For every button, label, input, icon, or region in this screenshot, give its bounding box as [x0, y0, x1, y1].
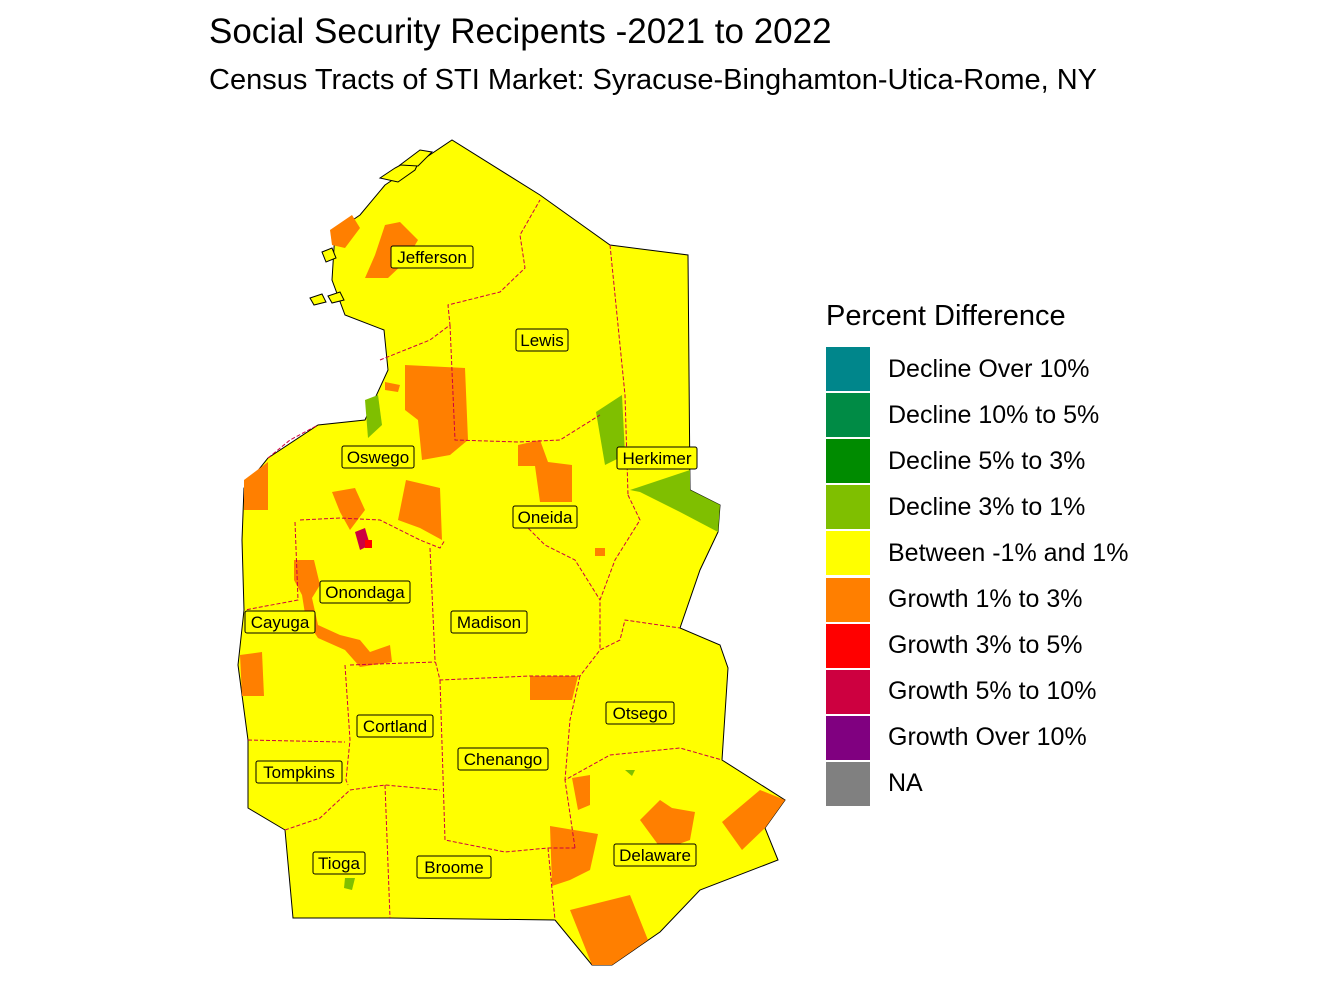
county-label-cayuga: Cayuga	[244, 610, 316, 634]
svg-text:Cayuga: Cayuga	[251, 613, 310, 632]
legend-swatch	[826, 439, 870, 484]
legend-label: Growth 3% to 5%	[888, 631, 1083, 660]
county-label-chenango: Chenango	[457, 747, 549, 771]
legend-item: Growth 1% to 3%	[826, 576, 1128, 622]
svg-text:Delaware: Delaware	[619, 846, 691, 865]
county-label-otsego: Otsego	[605, 701, 675, 725]
legend-label: Decline Over 10%	[888, 354, 1090, 383]
legend-label: Decline 5% to 3%	[888, 446, 1086, 475]
county-label-onondaga: Onondaga	[319, 580, 411, 604]
islands	[309, 149, 434, 306]
legend-swatch	[826, 761, 870, 806]
legend-swatch	[826, 715, 870, 760]
legend-item: Decline Over 10%	[826, 346, 1128, 392]
legend-item: Decline 10% to 5%	[826, 392, 1128, 438]
county-label-delaware: Delaware	[613, 843, 697, 867]
county-boundaries	[244, 199, 723, 921]
legend-title: Percent Difference	[826, 300, 1066, 332]
county-label-broome: Broome	[416, 855, 492, 879]
legend-swatch	[826, 485, 870, 530]
growth-1-3-tracts	[240, 215, 785, 965]
legend-swatch	[826, 577, 870, 622]
legend-item: Growth 5% to 10%	[826, 669, 1128, 715]
county-label-madison: Madison	[450, 610, 528, 634]
map-title: Social Security Recipents -2021 to 2022	[209, 12, 832, 51]
legend-swatch	[826, 669, 870, 714]
county-label-tompkins: Tompkins	[255, 760, 343, 784]
county-label-lewis: Lewis	[515, 328, 569, 352]
growth-3-10-tracts	[355, 528, 372, 550]
legend-label: NA	[888, 769, 923, 798]
county-label-oswego: Oswego	[341, 445, 415, 469]
county-labels: Jefferson Lewis Oswego Herkimer Oneida O…	[244, 245, 698, 879]
svg-text:Lewis: Lewis	[520, 331, 563, 350]
legend-item: NA	[826, 761, 1128, 807]
legend-swatch	[826, 531, 870, 576]
legend-label: Growth 5% to 10%	[888, 677, 1097, 706]
choropleth-map: Jefferson Lewis Oswego Herkimer Oneida O…	[237, 139, 786, 966]
legend-label: Between -1% and 1%	[888, 538, 1129, 567]
legend-label: Decline 10% to 5%	[888, 400, 1100, 429]
svg-text:Jefferson: Jefferson	[397, 248, 467, 267]
legend-swatch	[826, 347, 870, 392]
legend-label: Decline 3% to 1%	[888, 492, 1086, 521]
svg-text:Madison: Madison	[457, 613, 521, 632]
legend-item: Decline 5% to 3%	[826, 438, 1128, 484]
region-outline	[237, 139, 786, 966]
legend-items: Decline Over 10% Decline 10% to 5% Decli…	[826, 346, 1128, 807]
legend-item: Growth 3% to 5%	[826, 623, 1128, 669]
legend: Percent Difference Decline Over 10% Decl…	[826, 298, 1128, 807]
legend-item: Decline 3% to 1%	[826, 484, 1128, 530]
svg-text:Oneida: Oneida	[518, 508, 573, 527]
county-label-jefferson: Jefferson	[390, 245, 474, 269]
legend-label: Growth 1% to 3%	[888, 585, 1083, 614]
svg-text:Tioga: Tioga	[318, 854, 360, 873]
county-label-cortland: Cortland	[356, 714, 434, 738]
legend-item: Between -1% and 1%	[826, 530, 1128, 576]
svg-text:Onondaga: Onondaga	[325, 583, 405, 602]
county-label-tioga: Tioga	[312, 851, 366, 875]
svg-text:Broome: Broome	[424, 858, 484, 877]
svg-text:Oswego: Oswego	[347, 448, 409, 467]
legend-swatch	[826, 393, 870, 438]
svg-text:Herkimer: Herkimer	[623, 449, 692, 468]
county-label-oneida: Oneida	[512, 505, 578, 529]
legend-swatch	[826, 623, 870, 668]
svg-text:Otsego: Otsego	[613, 704, 668, 723]
county-label-herkimer: Herkimer	[616, 446, 698, 470]
svg-text:Tompkins: Tompkins	[263, 763, 335, 782]
legend-item: Growth Over 10%	[826, 715, 1128, 761]
svg-text:Chenango: Chenango	[464, 750, 542, 769]
svg-text:Cortland: Cortland	[363, 717, 427, 736]
legend-label: Growth Over 10%	[888, 723, 1087, 752]
map-subtitle: Census Tracts of STI Market: Syracuse-Bi…	[209, 64, 1098, 96]
